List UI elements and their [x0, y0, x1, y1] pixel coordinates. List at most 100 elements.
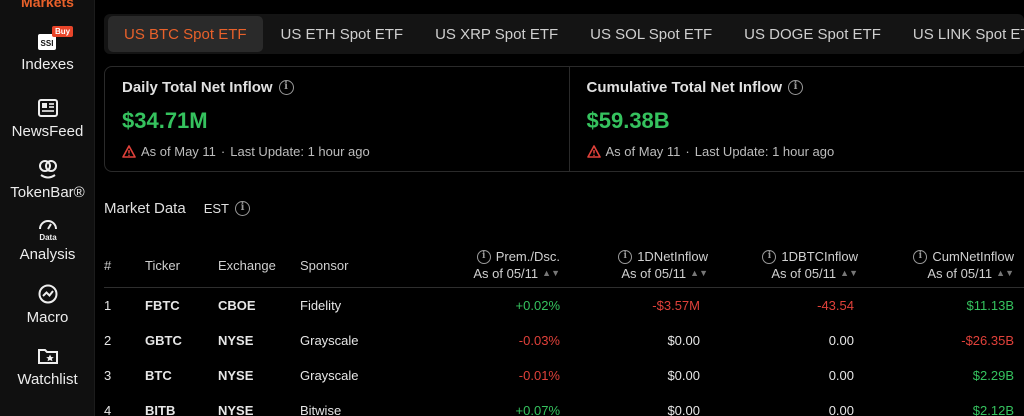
sort-icon[interactable]: ▲▼ — [840, 268, 858, 278]
sidebar-item-label: Macro — [26, 309, 69, 326]
tab-us-btc-spot-etf[interactable]: US BTC Spot ETF — [108, 16, 263, 52]
col-header-1d-net-inflow[interactable]: i 1DNetInflow As of 05/11 ▲▼ — [574, 242, 708, 288]
tab-us-link-spot-etf[interactable]: US LINK Spot ETF — [912, 25, 1024, 43]
sort-icon[interactable]: ▲▼ — [690, 268, 708, 278]
sidebar-item-indexes[interactable]: SSI Buy Indexes — [0, 26, 95, 73]
daily-net-inflow-title-row: Daily Total Net Inflow i — [122, 79, 552, 96]
info-icon[interactable]: i — [913, 249, 928, 264]
cell-ticker[interactable]: BTC — [145, 368, 172, 383]
sort-icon[interactable]: ▲▼ — [996, 268, 1014, 278]
sidebar-item-macro[interactable]: Macro — [0, 283, 95, 326]
card-title: Daily Total Net Inflow — [122, 79, 273, 96]
cell-exchange: NYSE — [218, 333, 254, 348]
col-header-label: Prem./Dsc. — [495, 249, 560, 264]
col-header-exchange: Exchange — [218, 257, 276, 273]
col-header-sublabel: As of 05/11 — [473, 266, 539, 281]
sidebar-item-newsfeed[interactable]: NewsFeed — [0, 97, 95, 140]
newsfeed-icon — [0, 97, 95, 119]
cell-sponsor: Fidelity — [300, 298, 342, 313]
cell-cum-net-inflow: $2.12B — [972, 403, 1014, 416]
col-header-sublabel: As of 05/11 — [771, 266, 837, 281]
tab-us-xrp-spot-etf[interactable]: US XRP Spot ETF — [435, 25, 559, 43]
tokenbar-icon — [0, 158, 95, 180]
cell-1d-btc-inflow: 0.00 — [828, 333, 854, 348]
cell-1d-net-inflow: $0.00 — [667, 368, 700, 383]
sidebar-item-label: Watchlist — [17, 371, 78, 388]
tab-us-eth-spot-etf[interactable]: US ETH Spot ETF — [280, 25, 404, 43]
cell-exchange: CBOE — [218, 298, 256, 313]
daily-net-inflow-value: $34.71M — [122, 108, 208, 133]
table-row[interactable]: 2 GBTC NYSE Grayscale -0.03% $0.00 0.00 … — [104, 323, 1024, 358]
sidebar-item-tokenbar[interactable]: TokenBar® — [0, 158, 95, 201]
cell-sponsor: Bitwise — [300, 403, 342, 416]
cumulative-net-inflow-card: Cumulative Total Net Inflow i $59.38B As… — [568, 67, 1024, 171]
timezone-label: EST — [203, 201, 229, 216]
info-icon[interactable]: i — [618, 249, 633, 264]
macro-icon — [0, 283, 95, 305]
cell-1d-net-inflow: $0.00 — [667, 403, 700, 416]
cell-1d-btc-inflow: -43.54 — [817, 298, 854, 313]
timezone-selector[interactable]: EST i — [204, 201, 250, 216]
table-row[interactable]: 1 FBTC CBOE Fidelity +0.02% -$3.57M -43.… — [104, 288, 1024, 323]
tab-us-sol-spot-etf[interactable]: US SOL Spot ETF — [590, 25, 713, 43]
col-header-prem-dsc[interactable]: i Prem./Dsc. As of 05/11 ▲▼ — [434, 242, 560, 288]
cell-ticker[interactable]: FBTC — [145, 298, 180, 313]
sidebar-item-label: NewsFeed — [11, 123, 84, 140]
as-of-date: As of May 11 — [605, 144, 681, 159]
cell-prem-dsc: -0.03% — [518, 333, 560, 348]
info-icon[interactable]: i — [788, 80, 804, 95]
svg-text:SSI: SSI — [40, 39, 53, 48]
cell-ticker[interactable]: BITB — [145, 403, 176, 416]
info-icon[interactable]: i — [235, 201, 250, 216]
data-analysis-icon: Data — [0, 220, 95, 242]
as-of-date: As of May 11 — [141, 144, 216, 159]
table-row[interactable]: 4 BITB NYSE Bitwise +0.07% $0.00 0.00 $2… — [104, 393, 1024, 416]
cell-cum-net-inflow: $2.29B — [972, 368, 1014, 383]
sidebar-item-watchlist[interactable]: Watchlist — [0, 345, 95, 388]
info-icon[interactable]: i — [762, 249, 777, 264]
etf-market-table: # Ticker Exchange Sponsor i Prem./Dsc. As… — [104, 242, 1024, 416]
sidebar-item-markets[interactable]: Markets — [21, 0, 74, 10]
col-header-sublabel: As of 05/11 — [927, 266, 993, 281]
cell-sponsor: Grayscale — [300, 333, 359, 348]
col-header-sponsor: Sponsor — [300, 257, 349, 273]
table-row[interactable]: 3 BTC NYSE Grayscale -0.01% $0.00 0.00 $… — [104, 358, 1024, 393]
cell-prem-dsc: +0.02% — [515, 298, 560, 313]
market-data-header: Market Data EST i — [104, 200, 250, 217]
col-header-ticker: Ticker — [145, 257, 180, 273]
watchlist-icon — [0, 345, 95, 367]
cell-ticker[interactable]: GBTC — [145, 333, 182, 348]
separator-dot: · — [685, 144, 690, 159]
cell-1d-btc-inflow: 0.00 — [828, 368, 854, 383]
cumulative-net-inflow-value: $59.38B — [586, 108, 670, 133]
sidebar-item-label: Analysis — [19, 246, 76, 263]
last-update: Last Update: 1 hour ago — [230, 144, 370, 159]
table-header-row: # Ticker Exchange Sponsor i Prem./Dsc. As… — [104, 242, 1024, 288]
col-header-1d-btc-inflow[interactable]: i 1DBTCInflow As of 05/11 ▲▼ — [724, 242, 858, 288]
sidebar-item-label: TokenBar® — [10, 184, 85, 201]
cumulative-net-inflow-status: As of May 11 · Last Update: 1 hour ago — [586, 144, 1017, 159]
sort-icon[interactable]: ▲▼ — [542, 268, 560, 278]
info-icon[interactable]: i — [476, 249, 491, 264]
warning-icon — [122, 145, 136, 158]
tab-us-doge-spot-etf[interactable]: US DOGE Spot ETF — [744, 25, 881, 43]
buy-badge: Buy — [52, 26, 74, 37]
info-icon[interactable]: i — [278, 80, 294, 95]
cell-number: 2 — [104, 333, 112, 348]
col-header-label: CumNetInflow — [932, 249, 1014, 264]
separator-dot: · — [220, 144, 226, 159]
cell-number: 3 — [104, 368, 112, 383]
sidebar: Markets SSI Buy Indexes NewsFeed TokenBa… — [0, 0, 95, 416]
col-header-number: # — [104, 257, 112, 273]
market-data-title: Market Data — [104, 200, 186, 217]
col-header-sublabel: As of 05/11 — [621, 266, 687, 281]
cumulative-net-inflow-title-row: Cumulative Total Net Inflow i — [587, 79, 1017, 96]
col-header-cum-net-inflow[interactable]: i CumNetInflow As of 05/11 ▲▼ — [864, 242, 1014, 288]
cell-exchange: NYSE — [218, 403, 254, 416]
col-header-label: 1DBTCInflow — [781, 249, 858, 264]
cell-number: 1 — [104, 298, 112, 313]
indexes-icon: SSI Buy — [0, 26, 95, 52]
svg-text:Data: Data — [39, 233, 57, 242]
etf-tabs: US BTC Spot ETF US ETH Spot ETF US XRP S… — [104, 14, 1024, 54]
sidebar-item-analysis[interactable]: Data Analysis — [0, 220, 95, 263]
